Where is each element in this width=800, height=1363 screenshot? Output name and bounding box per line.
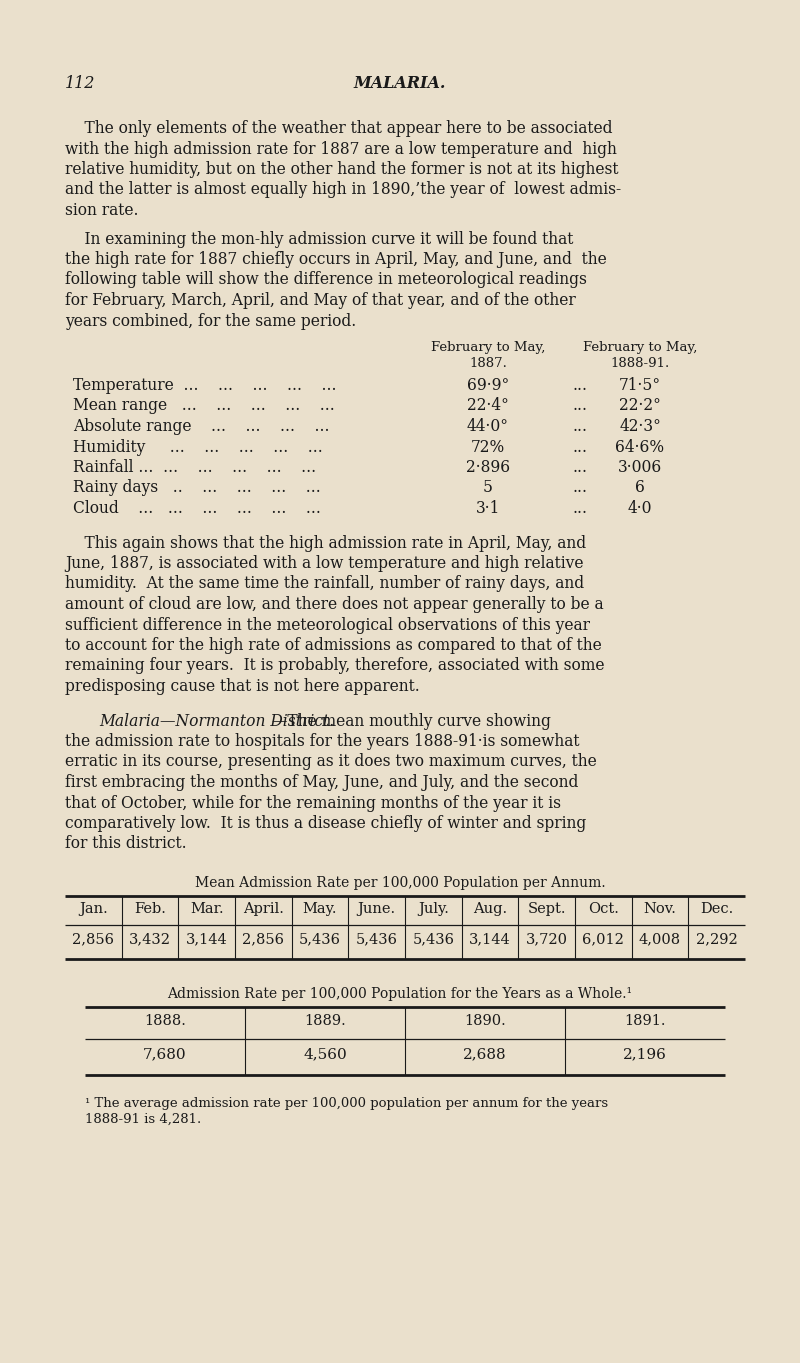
Text: 1889.: 1889.	[304, 1014, 346, 1028]
Text: 1890.: 1890.	[464, 1014, 506, 1028]
Text: sion rate.: sion rate.	[65, 202, 138, 219]
Text: April.: April.	[243, 902, 284, 916]
Text: 2,196: 2,196	[623, 1048, 667, 1062]
Text: 1891.: 1891.	[624, 1014, 666, 1028]
Text: 5,436: 5,436	[356, 932, 398, 946]
Text: amount of cloud are low, and there does not appear generally to be a: amount of cloud are low, and there does …	[65, 596, 604, 613]
Text: July.: July.	[418, 902, 449, 916]
Text: 5,436: 5,436	[412, 932, 454, 946]
Text: sufficient difference in the meteorological observations of this year: sufficient difference in the meteorologi…	[65, 616, 590, 634]
Text: to account for the high rate of admissions as compared to that of the: to account for the high rate of admissio…	[65, 637, 602, 654]
Text: years combined, for the same period.: years combined, for the same period.	[65, 312, 356, 330]
Text: This again shows that the high admission rate in April, May, and: This again shows that the high admission…	[65, 534, 586, 552]
Text: 4,560: 4,560	[303, 1048, 347, 1062]
Text: 5: 5	[483, 480, 493, 496]
Text: The only elements of the weather that appear here to be associated: The only elements of the weather that ap…	[65, 120, 613, 138]
Text: remaining four years.  It is probably, therefore, associated with some: remaining four years. It is probably, th…	[65, 657, 605, 675]
Text: 112: 112	[65, 75, 95, 91]
Text: for February, March, April, and May of that year, and of the other: for February, March, April, and May of t…	[65, 292, 576, 309]
Text: 72%: 72%	[471, 439, 505, 455]
Text: ...: ...	[573, 378, 587, 394]
Text: 42·3°: 42·3°	[619, 418, 661, 435]
Text: Absolute range    ...    ...    ...    ...: Absolute range ... ... ... ...	[73, 418, 330, 435]
Text: Mean range   ...    ...    ...    ...    ...: Mean range ... ... ... ... ...	[73, 398, 334, 414]
Text: predisposing cause that is not here apparent.: predisposing cause that is not here appa…	[65, 677, 420, 695]
Text: 1888-91 is 4,281.: 1888-91 is 4,281.	[85, 1114, 202, 1126]
Text: 1888.: 1888.	[144, 1014, 186, 1028]
Text: 3,144: 3,144	[186, 932, 227, 946]
Text: Temperature  ...    ...    ...    ...    ...: Temperature ... ... ... ... ...	[73, 378, 337, 394]
Text: 3,432: 3,432	[129, 932, 171, 946]
Text: ...: ...	[573, 459, 587, 476]
Text: —The mean mouthly curve showing: —The mean mouthly curve showing	[272, 713, 550, 729]
Text: ...: ...	[573, 398, 587, 414]
Text: Feb.: Feb.	[134, 902, 166, 916]
Text: and the latter is almost equally high in 1890,’the year of  lowest admis-: and the latter is almost equally high in…	[65, 181, 621, 199]
Text: 64·6%: 64·6%	[615, 439, 665, 455]
Text: February to May,: February to May,	[431, 341, 545, 354]
Text: 3·006: 3·006	[618, 459, 662, 476]
Text: Malaria—Normanton District.: Malaria—Normanton District.	[99, 713, 334, 729]
Text: 2,292: 2,292	[696, 932, 738, 946]
Text: February to May,: February to May,	[583, 341, 697, 354]
Text: ¹ The average admission rate per 100,000 population per annum for the years: ¹ The average admission rate per 100,000…	[85, 1097, 608, 1109]
Text: ...: ...	[573, 500, 587, 517]
Text: Rainy days   ..    ...    ...    ...    ...: Rainy days .. ... ... ... ...	[73, 480, 321, 496]
Text: 3·1: 3·1	[476, 500, 500, 517]
Text: Jan.: Jan.	[79, 902, 108, 916]
Text: May.: May.	[302, 902, 338, 916]
Text: Nov.: Nov.	[643, 902, 677, 916]
Text: relative humidity, but on the other hand the former is not at its highest: relative humidity, but on the other hand…	[65, 161, 618, 179]
Text: Cloud    ...   ...    ...    ...    ...    ...: Cloud ... ... ... ... ... ...	[73, 500, 321, 517]
Text: following table will show the difference in meteorological readings: following table will show the difference…	[65, 271, 587, 289]
Text: ...: ...	[573, 418, 587, 435]
Text: Sept.: Sept.	[527, 902, 566, 916]
Text: MALARIA.: MALARIA.	[354, 75, 446, 91]
Text: 3,720: 3,720	[526, 932, 568, 946]
Text: the high rate for 1887 chiefly occurs in April, May, and June, and  the: the high rate for 1887 chiefly occurs in…	[65, 251, 606, 269]
Text: 69·9°: 69·9°	[467, 378, 509, 394]
Text: 7,680: 7,680	[143, 1048, 187, 1062]
Text: Dec.: Dec.	[700, 902, 734, 916]
Text: 22·4°: 22·4°	[467, 398, 509, 414]
Text: June, 1887, is associated with a low temperature and high relative: June, 1887, is associated with a low tem…	[65, 555, 583, 572]
Text: that of October, while for the remaining months of the year it is: that of October, while for the remaining…	[65, 795, 561, 811]
Text: 2,688: 2,688	[463, 1048, 507, 1062]
Text: 71·5°: 71·5°	[619, 378, 661, 394]
Text: erratic in its course, presenting as it does two maximum curves, the: erratic in its course, presenting as it …	[65, 754, 597, 770]
Text: 4·0: 4·0	[628, 500, 652, 517]
Text: for this district.: for this district.	[65, 836, 186, 852]
Text: the admission rate to hospitals for the years 1888-91·is somewhat: the admission rate to hospitals for the …	[65, 733, 579, 750]
Text: In examining the mon­hly admission curve it will be found that: In examining the mon­hly admission curve…	[65, 230, 574, 248]
Text: ...: ...	[573, 480, 587, 496]
Text: Mar.: Mar.	[190, 902, 223, 916]
Text: Mean Admission Rate per 100,000 Population per Annum.: Mean Admission Rate per 100,000 Populati…	[194, 876, 606, 890]
Text: comparatively low.  It is thus a disease chiefly of winter and spring: comparatively low. It is thus a disease …	[65, 815, 586, 831]
Text: 2,856: 2,856	[72, 932, 114, 946]
Text: 2,856: 2,856	[242, 932, 284, 946]
Text: 22·2°: 22·2°	[619, 398, 661, 414]
Text: humidity.  At the same time the rainfall, number of rainy days, and: humidity. At the same time the rainfall,…	[65, 575, 584, 593]
Text: Admission Rate per 100,000 Population for the Years as a Whole.¹: Admission Rate per 100,000 Population fo…	[167, 987, 633, 1000]
Text: June.: June.	[358, 902, 396, 916]
Text: 6: 6	[635, 480, 645, 496]
Text: 3,144: 3,144	[469, 932, 511, 946]
Text: ...: ...	[573, 439, 587, 455]
Text: Humidity     ...    ...    ...    ...    ...: Humidity ... ... ... ... ...	[73, 439, 322, 455]
Text: 6,012: 6,012	[582, 932, 624, 946]
Text: Rainfall ...  ...    ...    ...    ...    ...: Rainfall ... ... ... ... ... ...	[73, 459, 316, 476]
Text: first embracing the months of May, June, and July, and the second: first embracing the months of May, June,…	[65, 774, 578, 791]
Text: Aug.: Aug.	[473, 902, 507, 916]
Text: Oct.: Oct.	[588, 902, 618, 916]
Text: 4,008: 4,008	[639, 932, 681, 946]
Text: 1887.: 1887.	[469, 357, 507, 369]
Text: 5,436: 5,436	[299, 932, 341, 946]
Text: 1888-91.: 1888-91.	[610, 357, 670, 369]
Text: 44·0°: 44·0°	[467, 418, 509, 435]
Text: 2·896: 2·896	[466, 459, 510, 476]
Text: with the high admission rate for 1887 are a low temperature and  high: with the high admission rate for 1887 ar…	[65, 140, 617, 158]
